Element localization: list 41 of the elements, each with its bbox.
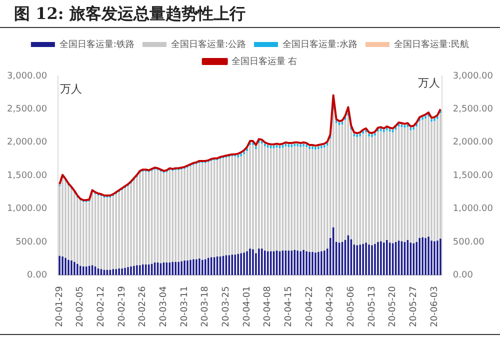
x-tick-label: 20-02-26: [138, 286, 148, 328]
y-tick-label: 500.00: [16, 237, 48, 248]
x-tick-label: 20-01-29: [54, 286, 65, 328]
y2-tick-label: 1,000.00: [452, 204, 494, 214]
x-tick-label: 20-05-13: [367, 286, 378, 328]
y2-tick-label: 3,000.00: [452, 71, 494, 82]
x-tick-label: 20-04-01: [242, 286, 252, 328]
y2-tick-label: 1,500.00: [452, 170, 494, 181]
x-tick-label: 20-03-04: [159, 286, 170, 328]
y-tick-label: 1,500.00: [7, 170, 48, 181]
y-tick-label: 1,000.00: [7, 204, 48, 214]
y2-tick-label: 2,000.00: [452, 138, 494, 148]
x-tick-label: 20-04-22: [304, 286, 315, 328]
x-tick-label: 20-05-06: [346, 286, 357, 328]
y-tick-label: 2,000.00: [7, 138, 48, 148]
x-tick-label: 20-04-29: [326, 286, 336, 328]
x-tick-label: 20-04-15: [284, 286, 294, 328]
x-tick-label: 20-02-05: [76, 286, 86, 328]
y-tick-label: 0.00: [27, 270, 48, 280]
legend-label: 全国日客运量:水路: [282, 38, 358, 50]
y2-axis-title: 万人: [418, 76, 440, 90]
x-tick-label: 20-02-12: [96, 286, 107, 328]
x-tick-label: 20-05-27: [409, 286, 419, 328]
y-tick-label: 2,500.00: [7, 104, 48, 115]
legend-label: 全国日客运量:铁路: [59, 38, 134, 50]
legend-label: 全国日客运量 右: [231, 56, 298, 67]
chart-title: 图 12: 旅客发运总量趋势性上行: [14, 4, 246, 25]
legend-label: 全国日客运量:民航: [394, 38, 470, 50]
y2-tick-label: 500.00: [452, 237, 485, 248]
y2-tick-label: 2,500.00: [452, 104, 494, 115]
x-tick-label: 20-03-25: [222, 286, 232, 328]
x-tick-label: 20-03-11: [180, 286, 190, 328]
y2-tick-label: 0.00: [452, 270, 474, 280]
x-tick-label: 20-06-03: [430, 286, 440, 328]
x-tick-label: 20-05-20: [388, 286, 398, 328]
y-tick-label: 3,000.00: [7, 71, 48, 82]
x-tick-label: 20-04-08: [263, 286, 274, 328]
x-tick-label: 20-03-18: [200, 286, 211, 328]
y-axis-title: 万人: [60, 82, 82, 96]
legend-label: 全国日客运量:公路: [170, 38, 246, 50]
x-tick-label: 20-02-19: [117, 286, 128, 328]
